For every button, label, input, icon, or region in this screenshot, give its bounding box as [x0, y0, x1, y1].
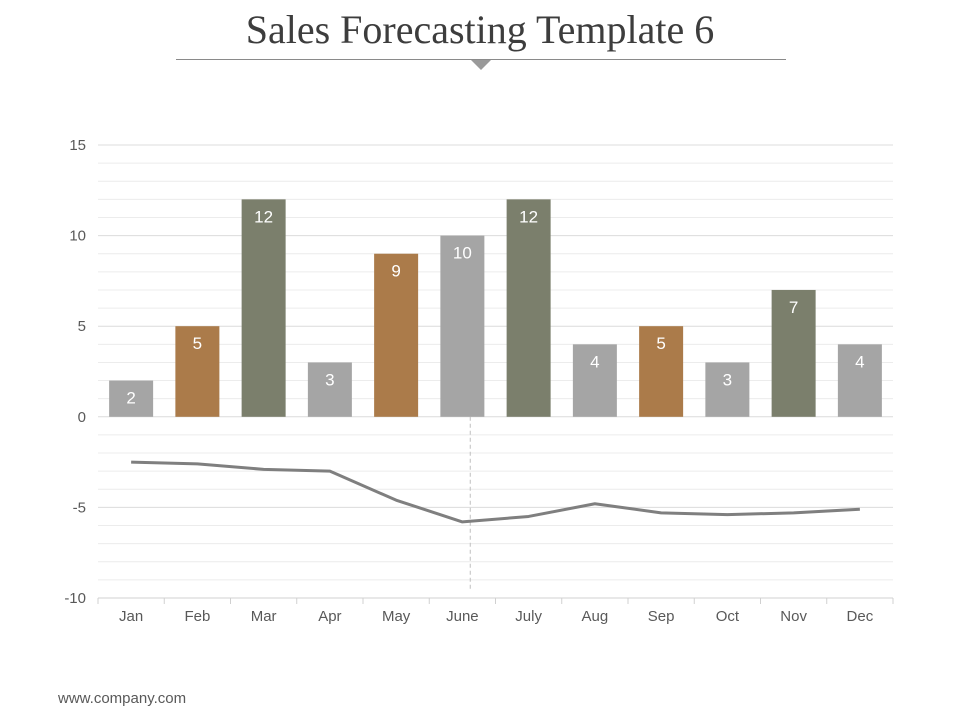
bar — [374, 253, 419, 417]
x-tick-label: Oct — [716, 608, 740, 625]
x-tick-label: Sep — [648, 608, 675, 625]
x-tick-label: Dec — [847, 608, 874, 625]
y-tick-label: 5 — [78, 318, 86, 335]
bar-data-label: 3 — [325, 370, 334, 389]
y-tick-label: -10 — [64, 590, 86, 607]
x-tick-label: Jan — [119, 608, 143, 625]
bar — [241, 199, 286, 417]
footer-url: www.company.com — [58, 690, 187, 707]
bar-data-label: 12 — [254, 207, 273, 226]
bar-data-label: 5 — [193, 334, 202, 353]
y-tick-label: 0 — [78, 409, 86, 426]
bar-data-label: 12 — [519, 207, 538, 226]
x-tick-label: Aug — [582, 608, 609, 625]
bar — [440, 235, 485, 417]
bar-data-label: 10 — [453, 244, 472, 263]
title-divider — [176, 59, 786, 60]
y-tick-label: 10 — [69, 228, 86, 245]
x-tick-label: Feb — [184, 608, 210, 625]
bar — [639, 326, 684, 417]
x-tick-label: Mar — [251, 608, 277, 625]
x-tick-label: May — [382, 608, 411, 625]
bar-data-label: 5 — [656, 334, 665, 353]
bar — [572, 344, 617, 417]
bar — [109, 380, 154, 417]
page-title: Sales Forecasting Template 6 — [245, 7, 715, 52]
bar — [175, 326, 220, 417]
y-tick-label: -5 — [73, 499, 86, 516]
x-tick-label: Nov — [780, 608, 807, 625]
bar-data-label: 2 — [126, 389, 135, 408]
bar-data-label: 7 — [789, 298, 798, 317]
bar-data-label: 9 — [391, 262, 400, 281]
bar — [506, 199, 551, 417]
bar-data-label: 4 — [855, 352, 864, 371]
line-series — [131, 460, 860, 524]
bar-data-label: 4 — [590, 352, 599, 371]
x-tick-label: June — [446, 608, 479, 625]
bar — [307, 362, 352, 417]
bar-data-label: 3 — [723, 370, 732, 389]
x-tick-label: Apr — [318, 608, 341, 625]
bar — [705, 362, 750, 417]
x-tick-label: July — [515, 608, 542, 625]
y-tick-label: 15 — [69, 137, 86, 154]
bar — [837, 344, 882, 417]
title-pointer-triangle — [471, 60, 491, 70]
bar — [771, 289, 816, 417]
